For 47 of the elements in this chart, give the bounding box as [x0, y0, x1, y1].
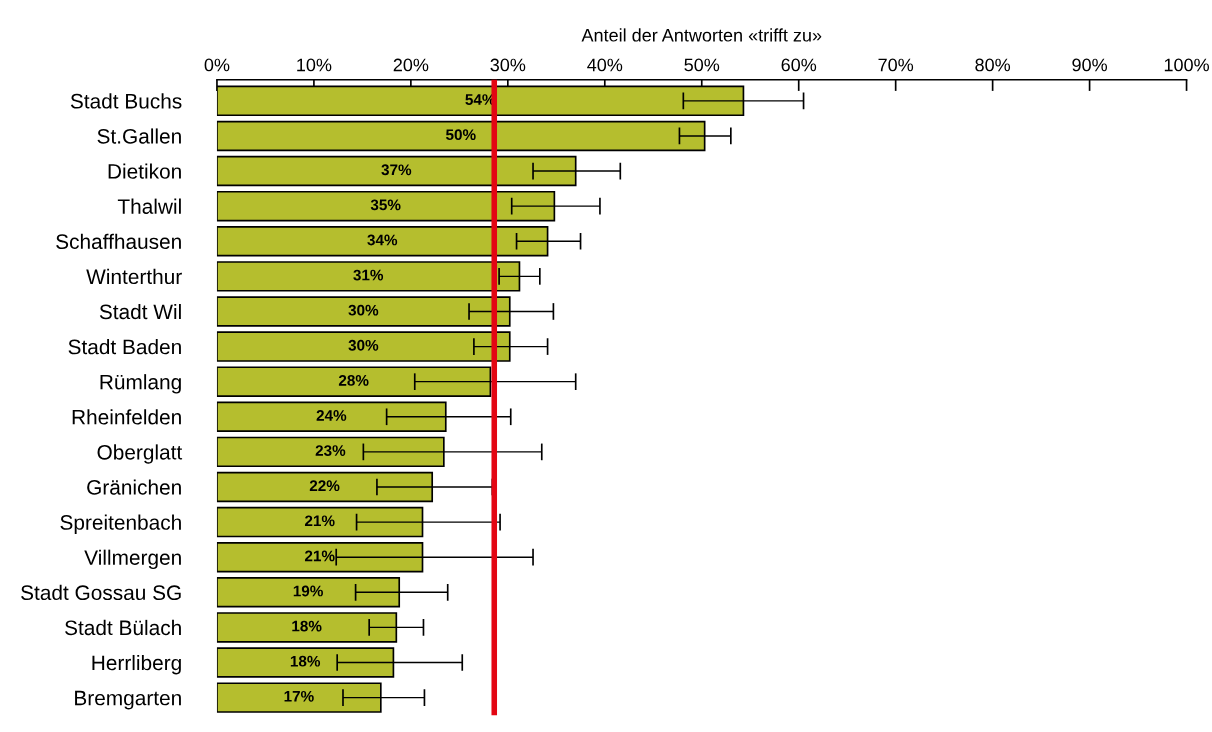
data-label: 28% [338, 374, 369, 386]
data-label: 21% [304, 515, 335, 527]
data-label: 30% [348, 339, 379, 351]
y-tick-label: Winterthur [86, 268, 182, 285]
y-tick-label: Stadt Wil [99, 303, 181, 320]
data-label: 50% [445, 129, 476, 141]
data-label: 35% [370, 199, 401, 211]
x-tick-label: 50% [684, 58, 720, 72]
x-tick-label: 70% [878, 58, 914, 72]
data-label: 18% [292, 620, 322, 632]
data-label: 31% [353, 269, 384, 281]
data-label: 22% [309, 480, 340, 492]
y-tick-label: Schaffhausen [56, 233, 181, 250]
x-tick-label: 100% [1164, 58, 1209, 72]
x-tick-label: 10% [297, 58, 332, 72]
data-label: 23% [315, 445, 346, 457]
y-tick-label: Stadt Gossau SG [21, 584, 181, 601]
y-tick-label: Stadt Buchs [70, 93, 182, 109]
y-tick-label: Villmergen [84, 549, 181, 570]
x-axis-title: Anteil der Antworten «trifft zu» [581, 28, 822, 42]
data-label: 18% [290, 655, 321, 667]
x-tick-label: 80% [975, 58, 1011, 72]
x-tick-label: 30% [490, 58, 526, 72]
x-tick-label: 20% [393, 58, 429, 72]
data-label: 24% [316, 410, 347, 421]
data-label: 30% [348, 304, 379, 316]
y-tick-label: Oberglatt [97, 444, 183, 464]
y-tick-label: Dietikon [108, 163, 181, 179]
y-tick-label: Herrliberg [92, 654, 181, 675]
y-tick-label: Thalwil [117, 198, 181, 214]
x-tick-label: 40% [587, 58, 623, 72]
x-tick-label: 90% [1072, 58, 1108, 72]
y-tick-label: Stadt Baden [68, 339, 181, 355]
y-tick-label: Bremgarten [75, 690, 181, 710]
data-label: 19% [293, 585, 323, 597]
y-tick-label: Rümlang [100, 374, 181, 394]
x-tick-label: 0% [204, 58, 230, 72]
x-tick-label: 60% [781, 58, 817, 72]
data-label: 21% [304, 550, 335, 562]
y-tick-label: Gränichen [87, 479, 181, 495]
data-label: 37% [381, 164, 412, 176]
data-label: 34% [367, 234, 398, 246]
y-tick-label: Spreitenbach [60, 514, 181, 534]
y-tick-label: Rheinfelden [72, 409, 181, 425]
data-label: 17% [284, 690, 314, 702]
y-tick-label: Stadt Bülach [65, 619, 181, 636]
y-tick-label: St.Gallen [97, 128, 181, 144]
